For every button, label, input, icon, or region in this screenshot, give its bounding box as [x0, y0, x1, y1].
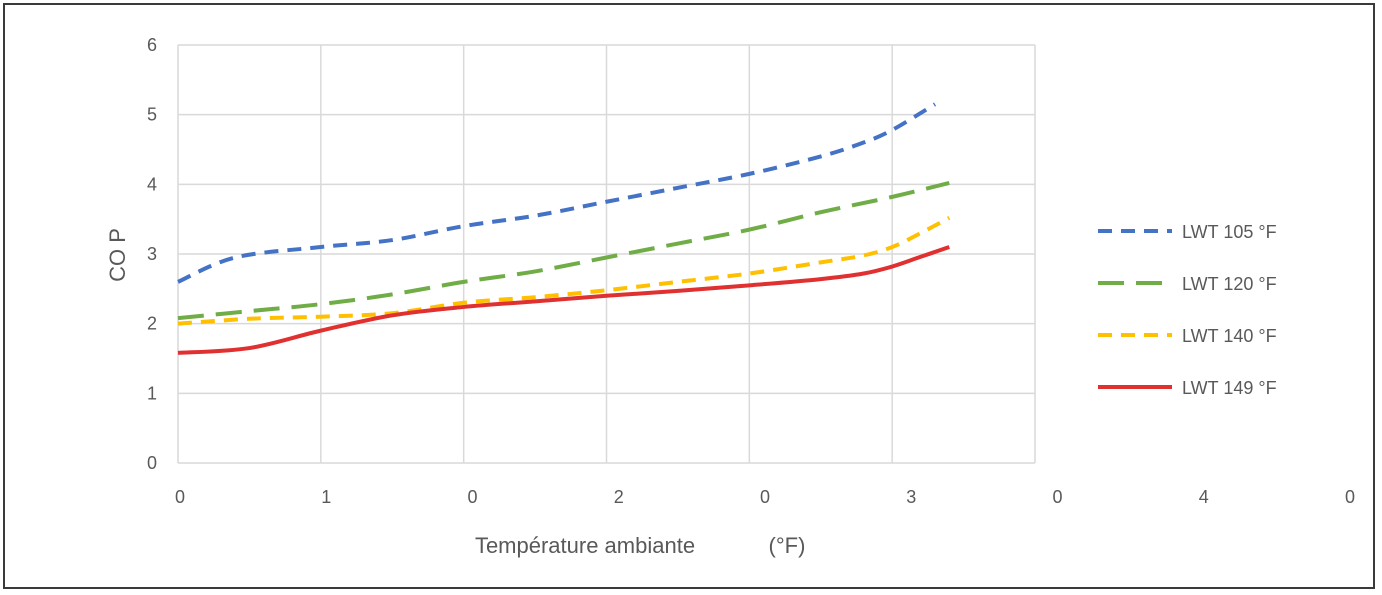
series-line-4	[177, 245, 950, 355]
legend-label: LWT 149 °F	[1182, 378, 1277, 398]
legend-label: LWT 105 °F	[1182, 222, 1277, 242]
x-tick-label: 0	[467, 487, 477, 507]
x-tick-label: 0	[760, 487, 770, 507]
x-tick-label: 0	[175, 487, 185, 507]
legend-label: LWT 120 °F	[1182, 274, 1277, 294]
series-line-1	[177, 102, 937, 284]
y-tick-labels: 0 1 2 3 4 5 6	[147, 35, 157, 473]
x-tick-label: 0	[1052, 487, 1062, 507]
y-tick-label: 4	[147, 174, 157, 194]
x-tick-labels: 0 1 0 2 0 3 0 4 0	[175, 487, 1355, 507]
legend: LWT 105 °F LWT 120 °F LWT 140 °F LWT 149 °F	[1098, 222, 1277, 398]
y-tick-label: 5	[147, 105, 157, 125]
series-line-2	[177, 180, 950, 321]
y-tick-label: 0	[147, 453, 157, 473]
series-line-3	[177, 216, 951, 326]
series-lines	[177, 102, 951, 355]
y-tick-label: 6	[147, 35, 157, 55]
x-axis-unit: (°F)	[769, 533, 806, 558]
x-tick-label: 3	[906, 487, 916, 507]
x-tick-label: 0	[1345, 487, 1355, 507]
x-tick-label: 1	[321, 487, 331, 507]
x-axis-title: Température ambiante	[475, 533, 695, 558]
grid	[177, 44, 1036, 464]
x-tick-label: 4	[1199, 487, 1209, 507]
y-tick-label: 3	[147, 244, 157, 264]
y-tick-label: 1	[147, 383, 157, 403]
y-axis-title: CO P	[105, 228, 130, 282]
x-tick-label: 2	[614, 487, 624, 507]
legend-label: LWT 140 °F	[1182, 326, 1277, 346]
y-tick-label: 2	[147, 314, 157, 334]
